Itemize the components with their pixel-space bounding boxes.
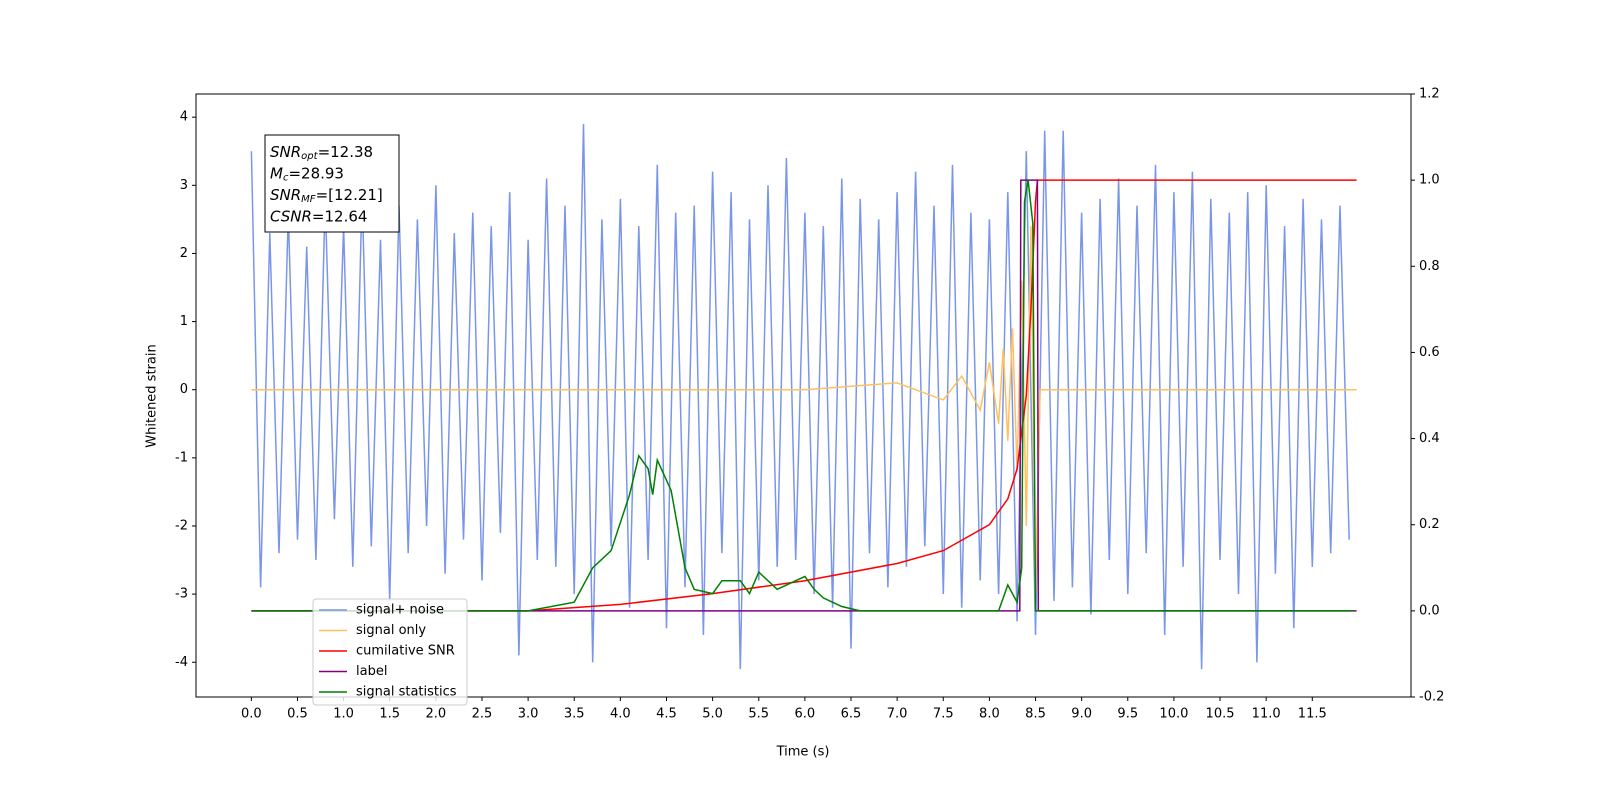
y-tick-label: 2 [180, 246, 188, 261]
x-tick-label: 1.5 [379, 707, 400, 722]
y2-tick-label: -0.2 [1419, 690, 1444, 705]
annotation-subscript: c [283, 173, 289, 184]
y-tick-label: 4 [180, 110, 188, 125]
x-axis-label: Time (s) [776, 745, 830, 760]
x-tick-label: 10.5 [1206, 707, 1235, 722]
x-tick-label: 6.0 [795, 707, 816, 722]
x-tick-label: 3.5 [564, 707, 585, 722]
x-tick-label: 8.0 [979, 707, 1000, 722]
annotation-line: CSNR=12.64 [270, 207, 367, 225]
annotation-value: =12.38 [318, 143, 374, 161]
y2-tick-label: 0.4 [1419, 431, 1440, 446]
series-line [251, 179, 1357, 612]
y-tick-label: -1 [175, 450, 188, 465]
y2-tick-label: 0.6 [1419, 345, 1440, 360]
x-tick-label: 10.0 [1159, 707, 1188, 722]
x-tick-label: 5.5 [748, 707, 769, 722]
series-line [250, 123, 1350, 670]
annotation-value: =28.93 [288, 164, 344, 182]
y2-tick-label: 0.0 [1419, 603, 1440, 618]
annotation-symbol: SNR [270, 143, 301, 161]
x-tick-label: 9.0 [1071, 707, 1092, 722]
x-tick-label: 3.0 [518, 707, 539, 722]
x-tick-label: 4.0 [610, 707, 631, 722]
series-line [251, 179, 1354, 612]
y2-tick-label: 0.2 [1419, 517, 1440, 532]
annotation-line: SNRopt=12.38 [270, 143, 373, 163]
x-tick-label: 8.5 [1025, 707, 1046, 722]
x-tick-label: 11.5 [1298, 707, 1327, 722]
x-tick-label: 11.0 [1252, 707, 1281, 722]
x-tick-label: 0.5 [287, 707, 308, 722]
annotation-value: =12.64 [312, 207, 368, 225]
y2-tick-label: 1.0 [1419, 173, 1440, 188]
legend-label: signal+ noise [356, 603, 444, 618]
y2-tick-label: 1.2 [1419, 87, 1440, 102]
annotation-symbol: SNR [270, 186, 301, 204]
x-tick-label: 1.0 [333, 707, 354, 722]
y-tick-label: 1 [180, 314, 188, 329]
annotation-symbol: CSNR [270, 207, 312, 225]
legend-label: signal statistics [356, 685, 457, 700]
y-tick-label: -3 [175, 587, 188, 602]
x-tick-label: 2.5 [472, 707, 493, 722]
y-tick-label: 0 [180, 382, 188, 397]
y-tick-label: -2 [175, 518, 188, 533]
x-tick-label: 6.5 [841, 707, 862, 722]
x-tick-label: 2.0 [426, 707, 447, 722]
x-tick-label: 7.5 [933, 707, 954, 722]
x-tick-label: 7.0 [887, 707, 908, 722]
y2-tick-label: 0.8 [1419, 259, 1440, 274]
x-tick-label: 0.0 [241, 707, 262, 722]
y-tick-label: -4 [175, 655, 188, 670]
annotation-line: Mc=28.93 [270, 164, 344, 184]
annotation-value: =[12.21] [316, 186, 383, 204]
annotation-box [264, 134, 400, 233]
x-tick-label: 9.5 [1117, 707, 1138, 722]
legend-label: label [356, 664, 387, 679]
annotation-line: SNRMF=[12.21] [270, 186, 383, 206]
legend-box [312, 598, 468, 706]
x-tick-label: 4.5 [656, 707, 677, 722]
y-axis-label: Whitened strain [145, 344, 160, 447]
annotation-subscript: MF [301, 194, 316, 205]
legend-label: signal only [356, 623, 426, 638]
legend-label: cumilative SNR [356, 644, 455, 659]
y-tick-label: 3 [180, 178, 188, 193]
x-tick-label: 5.0 [702, 707, 723, 722]
plot-frame [195, 93, 1412, 698]
annotation-subscript: opt [301, 151, 318, 162]
annotation-symbol: M [270, 164, 283, 182]
